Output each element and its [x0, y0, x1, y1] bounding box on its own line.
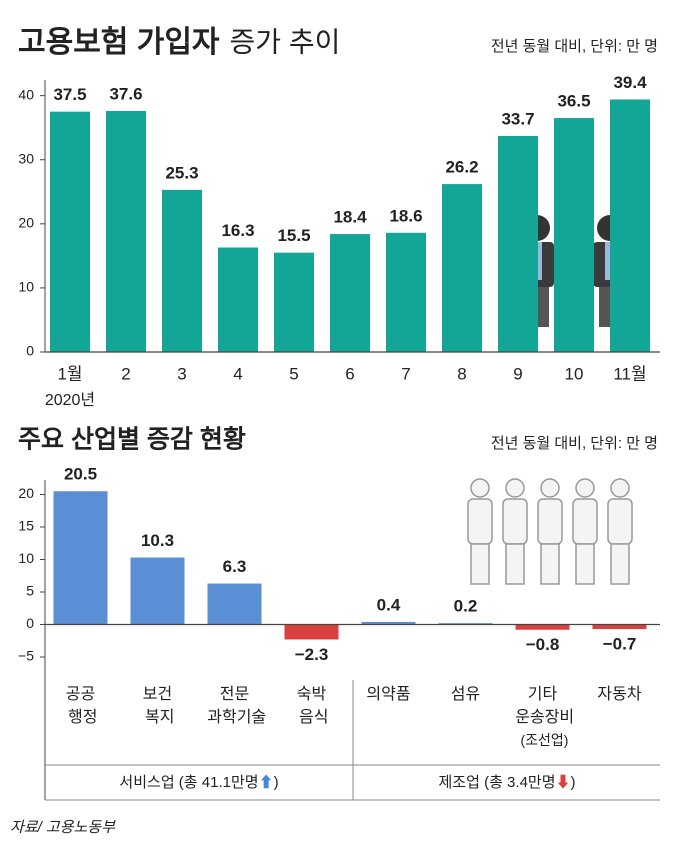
x-tick-label: 1월 — [57, 364, 82, 383]
x-tick-label: 4 — [233, 364, 242, 383]
x-tick-label: 기타 운송장비 (조선업) — [511, 685, 574, 747]
bar — [274, 252, 314, 352]
subtitle: 전년 동월 대비, 단위: 만 명 — [491, 435, 658, 452]
data-label: 25.3 — [165, 163, 198, 182]
x-tick-label: 3 — [177, 364, 186, 383]
data-label: −0.8 — [526, 635, 560, 654]
data-label: 0.4 — [377, 595, 401, 614]
y-tick-label: 20 — [18, 485, 34, 501]
chart-title: 고용보험 가입자 — [18, 26, 220, 59]
bar — [162, 189, 202, 352]
bar — [498, 136, 538, 352]
bar — [386, 232, 426, 352]
year-label: 2020년 — [45, 391, 95, 409]
y-tick-label: 10 — [18, 550, 34, 566]
x-tick-label: 전문 과학기술 — [203, 685, 266, 726]
bar — [207, 583, 262, 625]
x-tick-label: 공공 행정 — [64, 686, 98, 726]
bar — [515, 624, 570, 630]
x-tick-label: 11월 — [613, 364, 646, 383]
data-label: 10.3 — [141, 531, 174, 550]
data-label: 18.4 — [333, 208, 367, 227]
data-label: −0.7 — [603, 635, 637, 654]
bar — [218, 247, 258, 352]
y-tick-label: −5 — [18, 648, 34, 664]
bar — [610, 99, 650, 353]
bar — [50, 111, 90, 352]
subtitle: 전년 동월 대비, 단위: 만 명 — [491, 38, 658, 55]
data-label: 37.6 — [109, 85, 142, 104]
y-tick-label: 10 — [18, 279, 34, 295]
y-tick-label: 40 — [18, 86, 34, 102]
bar — [330, 234, 370, 352]
y-tick-label: 30 — [18, 150, 34, 166]
data-label: 6.3 — [223, 557, 247, 576]
bar — [106, 111, 146, 352]
chart-title: 주요 산업별 증감 현황 — [18, 426, 246, 454]
bar — [592, 624, 647, 630]
data-label: −2.3 — [295, 645, 329, 664]
bar — [130, 557, 185, 625]
bar — [361, 621, 416, 625]
group-label: 서비스업 (총 41.1만명⬆) — [119, 774, 278, 791]
x-tick-label: 5 — [289, 364, 298, 383]
data-label: 36.5 — [557, 92, 590, 111]
data-label: 33.7 — [501, 109, 534, 128]
y-tick-label: 15 — [18, 518, 34, 534]
data-label: 0.2 — [454, 597, 478, 616]
data-label: 39.4 — [613, 73, 647, 92]
data-label: 37.5 — [53, 85, 86, 104]
x-tick-label: 9 — [513, 364, 522, 383]
x-tick-label: 7 — [401, 364, 410, 383]
x-tick-label: 2 — [121, 364, 130, 383]
group-label: 제조업 (총 3.4만명⬇) — [438, 774, 575, 791]
x-tick-label: 섬유 — [451, 685, 480, 703]
bar — [53, 491, 108, 625]
x-tick-label: 8 — [457, 364, 466, 383]
x-tick-label: 보건 복지 — [141, 685, 175, 726]
y-tick-label: 5 — [26, 583, 34, 599]
bar — [554, 118, 594, 353]
bar — [438, 623, 493, 625]
data-label: 26.2 — [445, 158, 478, 177]
x-tick-label: 자동차 — [597, 685, 641, 703]
workers-icon — [467, 478, 633, 585]
y-tick-label: 0 — [26, 343, 34, 359]
x-tick-label: 10 — [565, 364, 584, 383]
y-tick-label: 0 — [26, 615, 34, 631]
bar — [284, 624, 339, 640]
source: 자료/ 고용노동부 — [10, 819, 116, 836]
y-tick-label: 20 — [18, 215, 34, 231]
data-label: 15.5 — [277, 226, 310, 245]
x-tick-label: 의약품 — [366, 685, 410, 703]
bar — [442, 184, 482, 352]
data-label: 20.5 — [64, 465, 97, 484]
chart-title-light: 증가 추이 — [230, 26, 341, 57]
data-label: 16.3 — [221, 221, 254, 240]
x-tick-label: 숙박 음식 — [295, 685, 329, 726]
x-tick-label: 6 — [345, 364, 354, 383]
data-label: 18.6 — [389, 206, 422, 225]
